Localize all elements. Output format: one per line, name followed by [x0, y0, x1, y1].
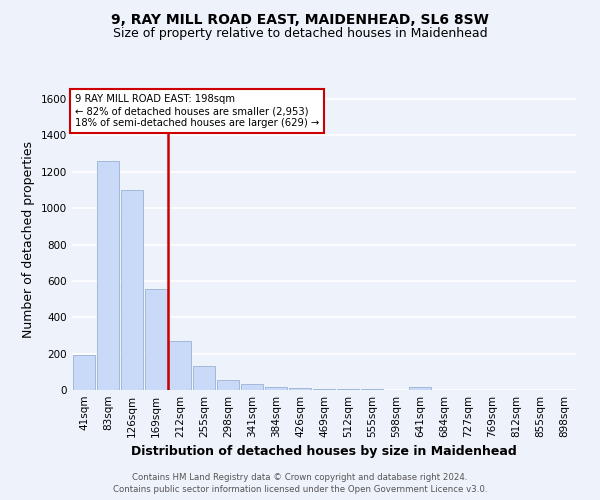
Y-axis label: Number of detached properties: Number of detached properties [22, 142, 35, 338]
Bar [337, 389, 359, 390]
Bar [361, 389, 383, 390]
Bar [121, 190, 143, 390]
Bar [265, 386, 287, 390]
Bar [241, 384, 263, 390]
Text: 9, RAY MILL ROAD EAST, MAIDENHEAD, SL6 8SW: 9, RAY MILL ROAD EAST, MAIDENHEAD, SL6 8… [111, 12, 489, 26]
Text: Size of property relative to detached houses in Maidenhead: Size of property relative to detached ho… [113, 28, 487, 40]
Text: 9 RAY MILL ROAD EAST: 198sqm
← 82% of detached houses are smaller (2,953)
18% of: 9 RAY MILL ROAD EAST: 198sqm ← 82% of de… [74, 94, 319, 128]
Bar [145, 289, 167, 390]
Bar [289, 388, 311, 390]
X-axis label: Distribution of detached houses by size in Maidenhead: Distribution of detached houses by size … [131, 446, 517, 458]
Bar [169, 341, 191, 390]
Text: Contains HM Land Registry data © Crown copyright and database right 2024.
Contai: Contains HM Land Registry data © Crown c… [113, 472, 487, 494]
Bar [409, 386, 431, 390]
Bar [97, 161, 119, 390]
Bar [193, 366, 215, 390]
Bar [217, 380, 239, 390]
Bar [313, 389, 335, 390]
Bar [73, 356, 95, 390]
